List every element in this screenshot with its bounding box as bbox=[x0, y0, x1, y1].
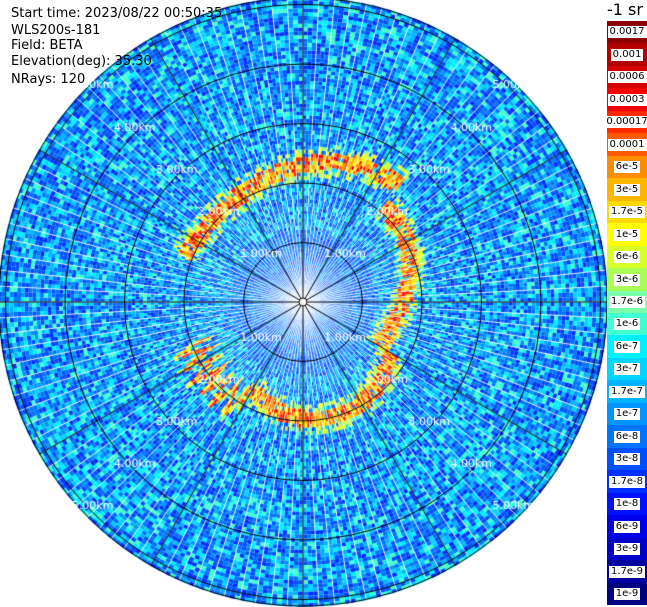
colorbar-tick-label: 3e-6 bbox=[613, 273, 641, 286]
colorbar-swatch: 1e-8 bbox=[607, 492, 647, 516]
colorbar-swatch: 1e-7 bbox=[607, 402, 647, 426]
colorbar-tick-label: 3e-9 bbox=[613, 543, 641, 556]
colorbar-tick-label: 1.7e-7 bbox=[608, 385, 646, 398]
colorbar-tick-label: 1e-7 bbox=[613, 408, 641, 421]
colorbar-title: -1 sr bbox=[607, 0, 643, 19]
colorbar-tick-label: 1.7e-5 bbox=[608, 206, 646, 219]
colorbar-tick-label: 0.0003 bbox=[607, 93, 647, 106]
colorbar-swatch: 1.7e-9 bbox=[607, 560, 647, 584]
colorbar-swatch: 3e-8 bbox=[607, 447, 647, 471]
colorbar-tick-label: 3e-5 bbox=[613, 183, 641, 196]
colorbar-tick-label: 3e-7 bbox=[613, 363, 641, 376]
colorbar-tick-label: 1e-6 bbox=[613, 318, 641, 331]
colorbar-tick-label: 3e-8 bbox=[613, 453, 641, 466]
colorbar-tick-label: 6e-8 bbox=[613, 430, 641, 443]
colorbar-swatch: 1.7e-6 bbox=[607, 290, 647, 314]
colorbar-tick-label: 0.0006 bbox=[607, 71, 647, 84]
colorbar-tick-label: 6e-6 bbox=[613, 251, 641, 264]
colorbar-swatch: 0.0003 bbox=[607, 88, 647, 112]
colorbar-swatch: 3e-5 bbox=[607, 178, 647, 202]
nrays-label: NRays: 120 bbox=[11, 72, 86, 87]
colorbar-swatch: 6e-9 bbox=[607, 515, 647, 539]
colorbar-swatch: 1.7e-7 bbox=[607, 380, 647, 404]
colorbar-swatch: 0.001 bbox=[607, 43, 647, 67]
colorbar-swatch: 3e-6 bbox=[607, 268, 647, 292]
colorbar-tick-label: 0.0001 bbox=[607, 138, 647, 151]
elevation-label: Elevation(deg): 35.30 bbox=[11, 54, 152, 69]
colorbar-tick-label: 0.001 bbox=[610, 48, 644, 61]
colorbar-tick-label: 1e-9 bbox=[613, 588, 641, 600]
colorbar-tick-label: 0.0017 bbox=[607, 26, 647, 39]
colorbar-swatch: 1.7e-5 bbox=[607, 200, 647, 224]
colorbar-swatch: 1e-5 bbox=[607, 223, 647, 247]
colorbar-tick-label: 1e-8 bbox=[613, 498, 641, 511]
colorbar-tick-label: 6e-5 bbox=[613, 161, 641, 174]
colorbar-swatch: 0.00017 bbox=[604, 110, 647, 134]
colorbar-swatch: 0.0006 bbox=[607, 65, 647, 89]
colorbar-tick-label: 1.7e-8 bbox=[608, 475, 646, 488]
colorbar-swatch: 1e-9 bbox=[607, 582, 647, 606]
instrument-label: WLS200s-181 bbox=[11, 23, 101, 38]
colorbar-swatch: 6e-5 bbox=[607, 155, 647, 179]
colorbar-tick-label: 0.00017 bbox=[604, 116, 647, 129]
colorbar-swatch: 0.0017 bbox=[607, 21, 647, 44]
colorbar-tick-label: 1.7e-6 bbox=[608, 296, 646, 308]
colorbar-swatch: 3e-7 bbox=[607, 357, 647, 381]
colorbar-swatch: 0.0001 bbox=[607, 133, 647, 157]
colorbar-tick-label: 6e-7 bbox=[613, 340, 641, 353]
colorbar-tick-label: 6e-9 bbox=[613, 520, 641, 533]
colorbar-tick-label: 1e-5 bbox=[613, 228, 641, 241]
start-time-label: Start time: 2023/08/22 00:50:35 bbox=[11, 6, 223, 21]
colorbar-swatch: 6e-7 bbox=[607, 335, 647, 359]
colorbar-swatch: 6e-8 bbox=[607, 425, 647, 449]
field-label: Field: BETA bbox=[11, 38, 83, 53]
colorbar-swatch: 3e-9 bbox=[607, 537, 647, 561]
colorbar-swatch: 6e-6 bbox=[607, 245, 647, 269]
colorbar-swatch: 1e-6 bbox=[607, 313, 647, 336]
colorbar-swatch: 1.7e-8 bbox=[607, 470, 647, 494]
colorbar-tick-label: 1.7e-9 bbox=[608, 565, 646, 578]
